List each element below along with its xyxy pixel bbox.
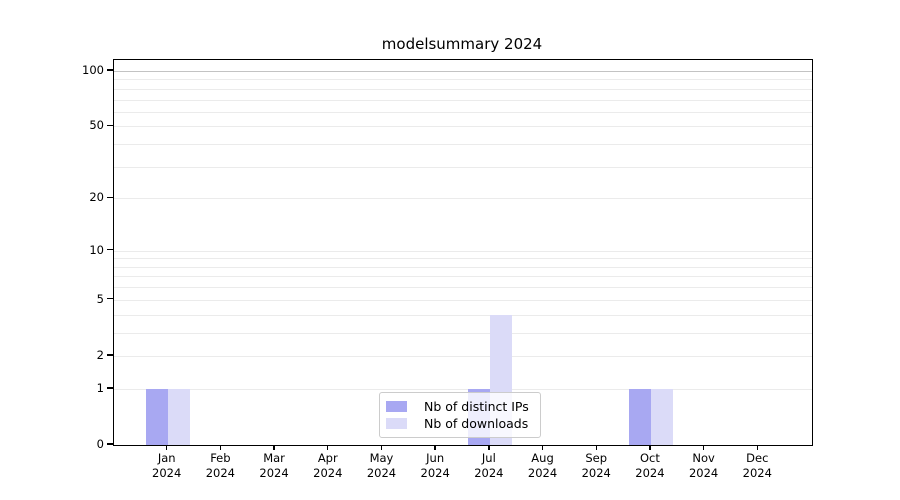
bar-downloads bbox=[650, 388, 673, 445]
x-tick-label-line: 2024 bbox=[152, 466, 182, 480]
gridline-y-30 bbox=[114, 166, 812, 168]
legend-label-downloads: Nb of downloads bbox=[424, 416, 529, 431]
x-tick-label-line: 2024 bbox=[527, 466, 558, 480]
x-tick-label-0: Jan 2024 bbox=[135, 451, 199, 481]
x-tick-label-line: Dec bbox=[746, 451, 769, 465]
legend-swatch-distinct-ips bbox=[386, 401, 407, 412]
y-tick-label-1: 1 bbox=[96, 380, 104, 395]
x-tick-mark-11 bbox=[756, 445, 758, 450]
gridline-y-4 bbox=[114, 314, 812, 316]
gridline-y-50 bbox=[114, 126, 812, 128]
x-tick-label-line: 2024 bbox=[366, 466, 397, 480]
x-tick-mark-1 bbox=[219, 445, 222, 450]
y-tick-mark-1 bbox=[107, 387, 113, 389]
legend-label-distinct-ips: Nb of distinct IPs bbox=[424, 399, 529, 414]
plot-area bbox=[113, 59, 813, 446]
x-tick-label-line: Aug bbox=[531, 451, 554, 465]
legend-swatch-downloads bbox=[386, 418, 407, 429]
x-tick-label-8: Sep 2024 bbox=[564, 451, 628, 481]
x-tick-label-5: Jun 2024 bbox=[403, 451, 467, 481]
bar-distinct-ips bbox=[145, 388, 168, 445]
legend: Nb of distinct IPs Nb of downloads bbox=[379, 392, 541, 438]
x-tick-label-line: 2024 bbox=[313, 466, 343, 480]
x-tick-label-2: Mar 2024 bbox=[242, 451, 306, 481]
x-tick-label-line: 2024 bbox=[259, 466, 289, 480]
x-tick-label-line: 2024 bbox=[474, 466, 504, 480]
gridline-y-3 bbox=[114, 332, 812, 334]
y-tick-label-2: 2 bbox=[96, 347, 104, 362]
x-tick-label-line: 2024 bbox=[420, 466, 450, 480]
y-tick-label-50: 50 bbox=[89, 118, 104, 133]
x-tick-label-line: Apr bbox=[317, 451, 338, 465]
bar-distinct-ips bbox=[628, 388, 651, 445]
gridline-y-60 bbox=[114, 111, 812, 113]
x-tick-label-line: 2024 bbox=[635, 466, 665, 480]
y-tick-label-10: 10 bbox=[89, 242, 104, 257]
x-tick-mark-4 bbox=[380, 445, 383, 450]
x-tick-label-line: May bbox=[369, 451, 394, 465]
x-tick-label-line: 2024 bbox=[581, 466, 611, 480]
gridline-y-10 bbox=[114, 250, 812, 252]
y-tick-mark-20 bbox=[107, 196, 113, 198]
x-tick-mark-8 bbox=[595, 445, 597, 450]
x-tick-label-11: Dec 2024 bbox=[725, 451, 789, 481]
gridline-y-70 bbox=[114, 99, 812, 101]
x-tick-label-line: Nov bbox=[692, 451, 715, 465]
bar-downloads bbox=[167, 388, 190, 445]
x-tick-label-7: Aug 2024 bbox=[511, 451, 575, 481]
gridline-y-80 bbox=[114, 88, 812, 90]
y-tick-mark-0 bbox=[107, 443, 113, 445]
x-tick-mark-3 bbox=[327, 445, 329, 450]
x-tick-mark-0 bbox=[165, 445, 168, 450]
gridline-y-9 bbox=[114, 258, 812, 260]
y-tick-label-5: 5 bbox=[96, 291, 104, 306]
y-tick-mark-5 bbox=[107, 298, 113, 300]
x-tick-label-line: Jul bbox=[481, 451, 496, 465]
x-tick-label-line: Oct bbox=[639, 451, 660, 465]
gridline-y-5 bbox=[114, 299, 812, 301]
y-tick-mark-100 bbox=[107, 69, 113, 71]
x-tick-label-3: Apr 2024 bbox=[296, 451, 360, 481]
y-tick-mark-2 bbox=[107, 354, 113, 356]
x-tick-mark-6 bbox=[488, 445, 490, 450]
x-tick-label-line: Jan bbox=[157, 451, 176, 465]
gridline-y-8 bbox=[114, 266, 812, 268]
x-tick-label-4: May 2024 bbox=[349, 451, 413, 481]
y-tick-label-0: 0 bbox=[96, 437, 104, 451]
y-tick-mark-50 bbox=[107, 124, 113, 127]
x-tick-label-line: Sep bbox=[585, 451, 608, 465]
x-tick-label-line: Jun bbox=[426, 451, 445, 465]
x-tick-mark-5 bbox=[434, 445, 436, 450]
x-tick-label-10: Nov 2024 bbox=[672, 451, 736, 481]
gridline-y-7 bbox=[114, 276, 812, 278]
x-tick-mark-9 bbox=[649, 445, 651, 450]
legend-item-downloads: Nb of downloads bbox=[386, 416, 532, 431]
gridline-y-40 bbox=[114, 144, 812, 146]
gridline-y-90 bbox=[114, 79, 812, 81]
x-tick-label-1: Feb 2024 bbox=[188, 451, 252, 481]
x-tick-mark-7 bbox=[541, 445, 544, 450]
x-tick-label-line: 2024 bbox=[688, 466, 719, 480]
y-tick-label-20: 20 bbox=[89, 190, 104, 205]
x-tick-label-6: Jul 2024 bbox=[457, 451, 521, 481]
x-tick-label-line: 2024 bbox=[742, 466, 772, 480]
x-tick-label-line: Mar bbox=[263, 451, 285, 465]
x-tick-label-line: 2024 bbox=[205, 466, 236, 480]
gridline-y-100 bbox=[114, 71, 812, 72]
x-tick-label-9: Oct 2024 bbox=[618, 451, 682, 481]
gridline-y-6 bbox=[114, 287, 812, 289]
y-tick-label-100: 100 bbox=[82, 63, 104, 77]
chart-title: modelsummary 2024 bbox=[381, 35, 543, 53]
y-tick-mark-10 bbox=[107, 248, 113, 251]
gridline-y-20 bbox=[114, 198, 812, 200]
legend-item-distinct-ips: Nb of distinct IPs bbox=[386, 399, 532, 414]
x-tick-label-line: Feb bbox=[210, 451, 231, 465]
gridline-y-1 bbox=[114, 388, 812, 390]
gridline-y-2 bbox=[114, 355, 812, 357]
x-tick-mark-10 bbox=[702, 445, 705, 450]
x-tick-mark-2 bbox=[273, 445, 275, 450]
